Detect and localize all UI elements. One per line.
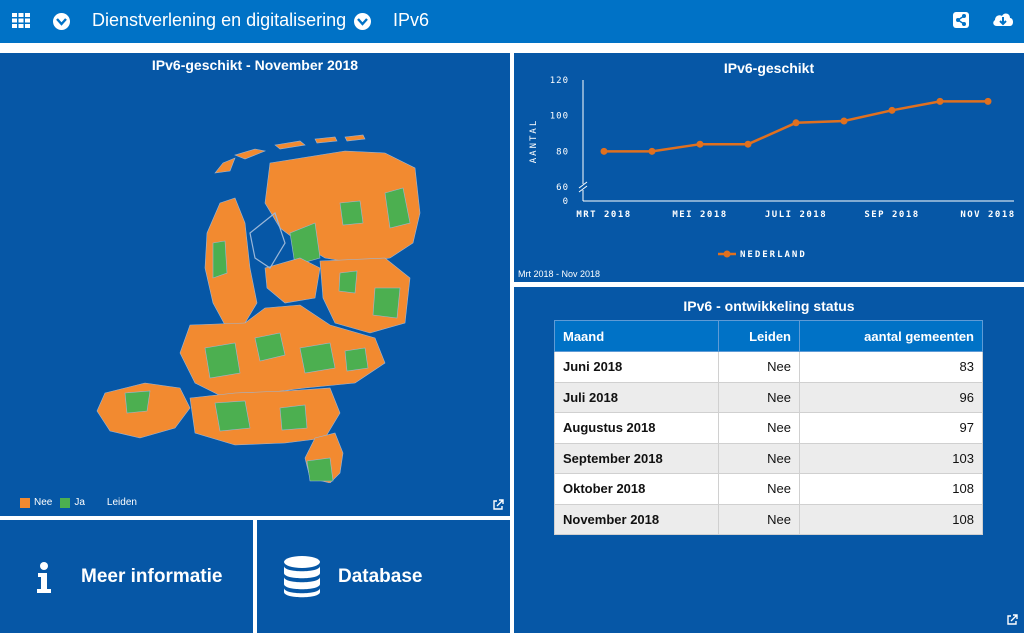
- data-point: [984, 97, 992, 105]
- info-tile-label: Meer informatie: [81, 566, 223, 587]
- table-header-row: Maand Leiden aantal gemeenten: [554, 320, 983, 352]
- count-cell: 83: [799, 351, 983, 383]
- axis-break-mark: [578, 181, 588, 189]
- y-tick-label: 80: [556, 147, 569, 157]
- table-row: Oktober 2018 Nee 108: [554, 473, 983, 505]
- x-tick-label: MEI 2018: [672, 210, 727, 220]
- month-cell: Augustus 2018: [554, 412, 719, 444]
- x-tick-label: MRT 2018: [576, 210, 631, 220]
- series-line: [604, 100, 988, 153]
- x-tick-label: JULI 2018: [765, 210, 827, 220]
- external-link-icon[interactable]: [1006, 614, 1018, 626]
- table-title: IPv6 - ontwikkeling status: [683, 298, 855, 314]
- status-table: Maand Leiden aantal gemeenten Juni 2018 N…: [554, 320, 983, 535]
- month-cell: Juni 2018: [554, 351, 719, 383]
- database-tile-label: Database: [338, 566, 423, 587]
- table-row: Juni 2018 Nee 83: [554, 351, 983, 383]
- month-cell: Oktober 2018: [554, 473, 719, 505]
- top-bar: Dienstverlening en digitalisering IPv6: [0, 0, 1024, 43]
- info-tile[interactable]: Meer informatie: [0, 520, 253, 633]
- data-point: [696, 140, 704, 148]
- table-row: September 2018 Nee 103: [554, 442, 983, 474]
- database-icon: [284, 556, 320, 598]
- chart-title: IPv6-geschikt: [723, 60, 815, 76]
- map-title: IPv6-geschikt - November 2018: [151, 57, 359, 73]
- chart-panel: IPv6-geschikt 0 60 80 100 120 AANTAL MRT 2018 M…: [514, 53, 1024, 282]
- x-tick-label: NOV 2018: [960, 210, 1015, 220]
- data-point: [600, 147, 608, 155]
- column-header[interactable]: Maand: [554, 320, 719, 352]
- column-header[interactable]: aantal gemeenten: [799, 320, 983, 352]
- leiden-cell: Nee: [718, 351, 800, 383]
- table-row: November 2018 Nee 108: [554, 503, 983, 535]
- y-axis-label: AANTAL: [529, 119, 539, 164]
- count-cell: 103: [799, 442, 983, 474]
- y-tick-label: 120: [550, 76, 569, 86]
- leiden-cell: Nee: [718, 473, 800, 505]
- external-link-icon[interactable]: [492, 499, 504, 511]
- legend-label: Nee: [34, 497, 53, 508]
- legend-marker: [723, 250, 731, 258]
- chevron-down-icon[interactable]: [354, 13, 371, 30]
- apps-grid-icon[interactable]: [12, 13, 30, 28]
- table-row: Juli 2018 Nee 96: [554, 381, 983, 413]
- month-cell: September 2018: [554, 442, 719, 474]
- chart-subtitle: Mrt 2018 - Nov 2018: [518, 269, 601, 279]
- chevron-down-icon[interactable]: [53, 13, 70, 30]
- count-cell: 108: [799, 473, 983, 505]
- table-panel: IPv6 - ontwikkeling status Maand Leiden …: [514, 287, 1024, 633]
- map-panel: IPv6-geschikt - November 2018: [0, 53, 510, 516]
- leiden-cell: Nee: [718, 412, 800, 444]
- category-title[interactable]: Dienstverlening en digitalisering: [92, 10, 347, 30]
- page-title[interactable]: IPv6: [393, 10, 430, 30]
- data-point: [744, 140, 752, 148]
- info-icon: [37, 562, 51, 593]
- table-row: Augustus 2018 Nee 97: [554, 412, 983, 444]
- legend-label: NEDERLAND: [740, 250, 807, 260]
- data-point: [936, 97, 944, 105]
- leiden-cell: Nee: [718, 503, 800, 535]
- legend-label: Ja: [74, 497, 85, 508]
- legend-label: Leiden: [106, 497, 137, 508]
- x-tick-label: SEP 2018: [864, 210, 919, 220]
- share-icon[interactable]: [953, 12, 969, 28]
- map-legend: Nee Ja Leiden: [20, 497, 145, 508]
- leiden-cell: Nee: [718, 442, 800, 474]
- data-point: [840, 117, 848, 125]
- cloud-download-icon[interactable]: [992, 11, 1014, 29]
- y-tick-label: 60: [556, 183, 569, 193]
- line-chart[interactable]: 0 60 80 100 120 AANTAL MRT 2018 MEI 2018 JULI 20…: [514, 53, 1024, 268]
- column-header[interactable]: Leiden: [718, 320, 800, 352]
- legend-swatch-nee: [20, 497, 30, 508]
- data-point: [648, 147, 656, 155]
- axis-break-mark: [578, 185, 588, 193]
- leiden-cell: Nee: [718, 381, 800, 413]
- y-tick-label: 0: [563, 197, 569, 207]
- count-cell: 97: [799, 412, 983, 444]
- legend-swatch-ja: [60, 497, 71, 508]
- count-cell: 96: [799, 381, 983, 413]
- netherlands-map[interactable]: [85, 93, 425, 483]
- count-cell: 108: [799, 503, 983, 535]
- data-point: [792, 119, 800, 127]
- database-tile[interactable]: Database: [257, 520, 510, 633]
- y-tick-label: 100: [550, 112, 569, 122]
- month-cell: Juli 2018: [554, 381, 719, 413]
- month-cell: November 2018: [554, 503, 719, 535]
- data-point: [888, 106, 896, 114]
